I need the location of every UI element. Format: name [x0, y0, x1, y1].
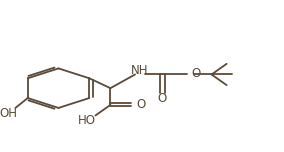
Text: OH: OH [0, 107, 18, 120]
Text: O: O [136, 98, 146, 111]
Text: NH: NH [131, 64, 149, 77]
Text: O: O [158, 92, 167, 105]
Text: O: O [191, 67, 200, 80]
Text: HO: HO [78, 114, 96, 127]
